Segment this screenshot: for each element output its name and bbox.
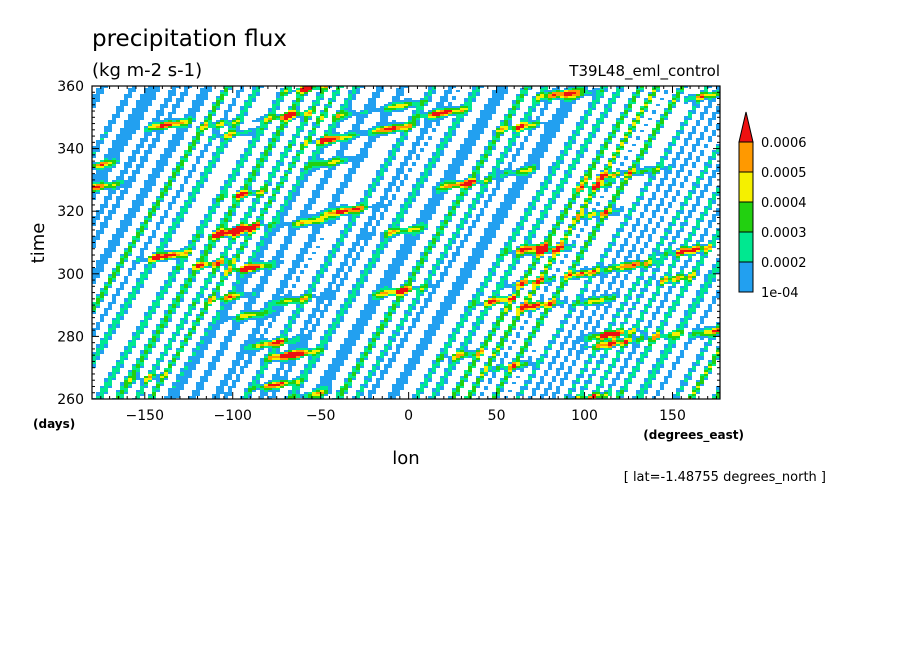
y-tick-label: 260: [57, 392, 84, 408]
y-units-label: (days): [33, 417, 75, 431]
colorbar-swatch: [738, 231, 754, 263]
colorbar-label: 0.0006: [761, 136, 807, 151]
latitude-footnote: [ lat=-1.48755 degrees_north ]: [624, 470, 826, 485]
colorbar-swatch: [738, 171, 754, 203]
colorbar-label: 0.0004: [761, 196, 807, 211]
y-axis: 260 280 300 320 340 360: [57, 79, 720, 408]
colorbar-label: 1e-04: [761, 286, 799, 301]
colorbar-swatch: [738, 141, 754, 173]
x-tick-label: 0: [404, 408, 413, 424]
colorbar-extend-max: [738, 111, 754, 143]
plot-area: −150 −100 −50 0 50 100 150 260 280 300 320 340 360: [57, 79, 721, 424]
colorbar: 1e-04 0.0002 0.0003 0.0004 0.0005 0.0006: [738, 111, 807, 301]
x-tick-label: 50: [488, 408, 506, 424]
y-tick-label: 300: [57, 267, 84, 283]
y-tick-label: 360: [57, 79, 84, 95]
x-tick-label: −50: [306, 408, 336, 424]
y-tick-label: 280: [57, 329, 84, 345]
x-tick-label: −100: [214, 408, 252, 424]
y-tick-label: 320: [57, 204, 84, 220]
colorbar-label: 0.0005: [761, 166, 807, 181]
x-tick-label: 150: [659, 408, 686, 424]
x-tick-label: 100: [571, 408, 598, 424]
y-axis-label: time: [28, 223, 49, 264]
colorbar-label: 0.0003: [761, 226, 807, 241]
run-label: T39L48_eml_control: [568, 62, 720, 81]
x-axis-label: lon: [392, 448, 419, 469]
precipitation-field: [92, 86, 720, 399]
y-tick-label: 340: [57, 142, 84, 158]
x-tick-label: −150: [126, 408, 164, 424]
chart-title: precipitation flux: [92, 26, 287, 52]
chart-subtitle: (kg m-2 s-1): [92, 60, 202, 81]
x-axis: −150 −100 −50 0 50 100 150: [100, 86, 717, 424]
colorbar-label: 0.0002: [761, 256, 807, 271]
colorbar-swatch: [738, 201, 754, 233]
colorbar-swatch: [738, 261, 754, 293]
x-units-label: (degrees_east): [643, 428, 744, 443]
